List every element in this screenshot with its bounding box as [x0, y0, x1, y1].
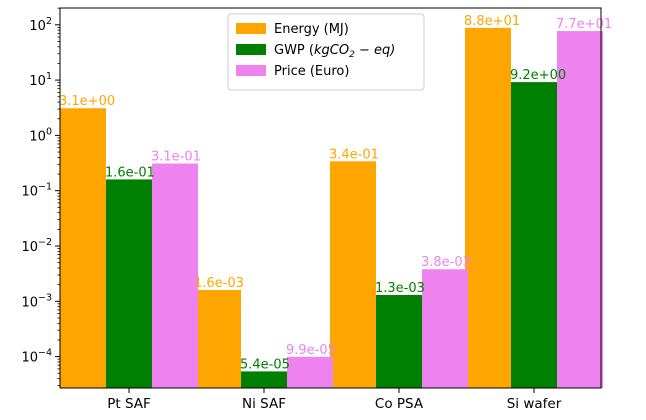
- bar-co-psa-s2: [422, 269, 468, 388]
- bar-si-wafer-s1: [511, 82, 557, 388]
- bar-pt-saf-s0: [60, 108, 106, 389]
- y-tick-label: 101: [29, 71, 52, 89]
- data-label: 1.6e-01: [105, 165, 155, 180]
- bar-co-psa-s0: [330, 161, 376, 388]
- x-tick-label: Co PSA: [375, 396, 424, 412]
- legend-box: [227, 13, 425, 91]
- y-tick-label: 102: [29, 16, 52, 34]
- y-tick-label: 10−1: [21, 182, 52, 200]
- data-label: 1.3e-03: [375, 281, 425, 296]
- legend-label: Energy (MJ): [274, 22, 349, 37]
- y-tick-label: 100: [29, 126, 52, 144]
- data-label: 3.1e+00: [59, 94, 115, 109]
- legend: Energy (MJ) GWP (kgCO2 − eq) Price (Euro): [227, 13, 425, 91]
- x-axis: Pt SAF Ni SAF Co PSA Si wafer: [107, 388, 562, 412]
- bar-ni-saf-s1: [241, 371, 287, 388]
- x-tick-label: Si wafer: [507, 396, 562, 412]
- legend-swatch: [236, 65, 266, 76]
- legend-swatch: [236, 23, 266, 34]
- data-labels-layer: 3.1e+00 1.6e-03 3.4e-01 8.8e+01 1.6e-01 5.4e-…: [59, 14, 612, 373]
- bar-ni-saf-s2: [287, 356, 333, 388]
- data-label: 7.7e+01: [556, 17, 612, 32]
- legend-swatch: [236, 44, 266, 55]
- legend-label: GWP (kgCO2 − eq): [274, 43, 395, 60]
- y-axis: 10−4 10−3 10−2 10−1 100 101 102: [21, 7, 60, 386]
- y-tick-label: 10−2: [21, 237, 52, 255]
- data-label: 3.8e-03: [421, 255, 471, 270]
- data-label: 3.1e-01: [151, 150, 201, 165]
- data-label: 8.8e+01: [464, 14, 520, 29]
- x-tick-label: Pt SAF: [107, 396, 151, 412]
- bar-si-wafer-s2: [557, 31, 603, 389]
- plot-frame: [59, 7, 602, 389]
- bar-co-psa-s1: [376, 294, 422, 388]
- data-label: 5.4e-05: [240, 357, 290, 372]
- bar-pt-saf-s2: [152, 163, 198, 388]
- bar-si-wafer-s0: [465, 27, 511, 388]
- bars-layer: [60, 27, 603, 389]
- data-label: 3.4e-01: [329, 147, 379, 162]
- y-tick-label: 10−4: [21, 348, 52, 366]
- data-label: 1.6e-03: [194, 276, 244, 291]
- legend-label: Price (Euro): [274, 64, 349, 79]
- x-tick-label: Ni SAF: [242, 396, 286, 412]
- data-label: 9.2e+00: [510, 68, 566, 83]
- data-label: 9.9e-05: [286, 343, 336, 358]
- bar-pt-saf-s1: [106, 179, 152, 388]
- bar-ni-saf-s0: [195, 290, 241, 388]
- y-tick-label: 10−3: [21, 292, 52, 310]
